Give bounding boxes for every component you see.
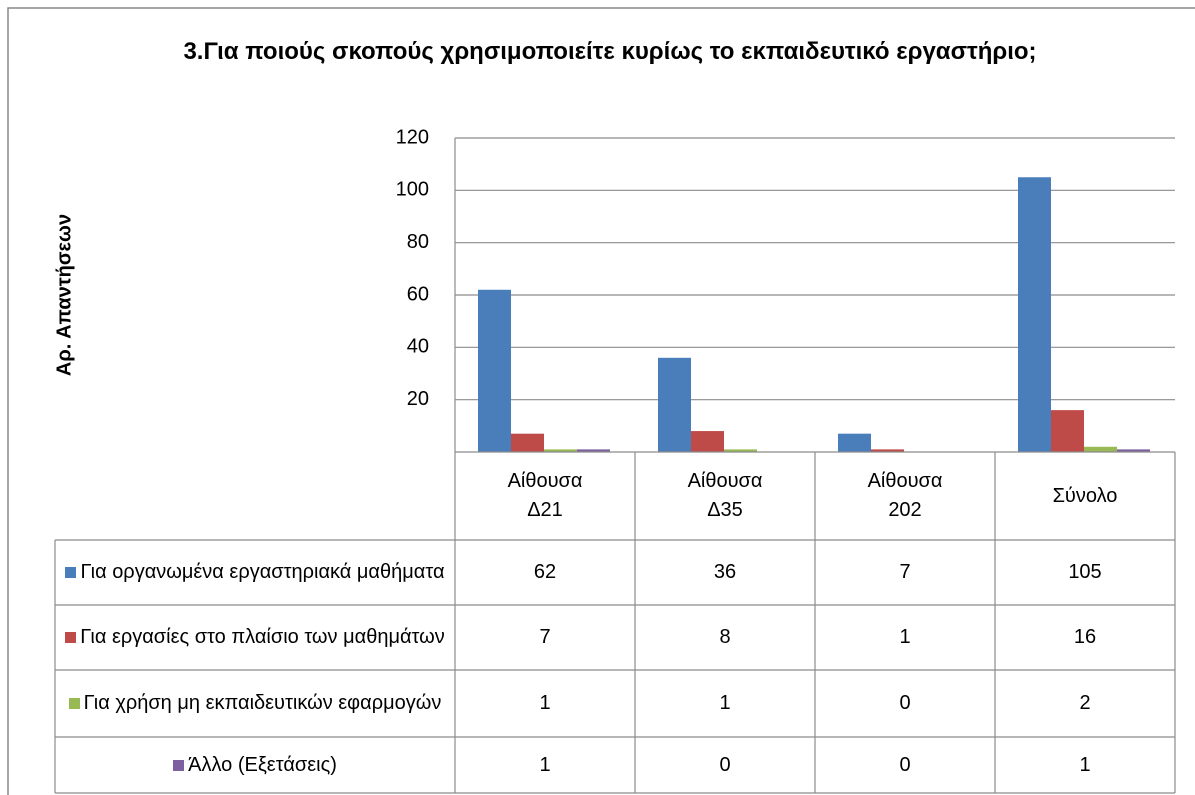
bar (1018, 177, 1051, 452)
bar (1051, 410, 1084, 452)
y-tick-label: 120 (396, 126, 429, 148)
y-tick-label: 60 (407, 283, 429, 305)
table-value: 1 (635, 670, 815, 737)
table-value: 1 (455, 737, 635, 793)
table-value: 1 (995, 737, 1175, 793)
legend-entry-text: Άλλο (Εξετάσεις) (188, 753, 337, 776)
x-tick-label: Αίθουσα 202 (815, 452, 995, 540)
bar (577, 449, 610, 452)
bar (658, 357, 691, 452)
table-value: 7 (815, 540, 995, 605)
table-value: 62 (455, 540, 635, 605)
y-tick-label: 20 (407, 388, 429, 410)
y-tick-label: 80 (407, 231, 429, 253)
legend-entry: Για χρήση μη εκπαιδευτικών εφαρμογών (55, 670, 455, 737)
legend-entry: Για οργανωμένα εργαστηριακά μαθήματα (55, 540, 455, 605)
table-value-text: 1 (539, 753, 551, 776)
table-value-text: 62 (533, 561, 557, 583)
bar (691, 431, 724, 452)
x-tick-label: Αίθουσα Δ21 (455, 452, 635, 540)
table-value-text: 105 (1068, 561, 1102, 583)
table-value-text: 0 (899, 692, 911, 714)
table-value: 1 (455, 670, 635, 737)
table-value-text: 8 (719, 626, 731, 648)
legend-entry-text: Για οργανωμένα εργαστηριακά μαθήματα (80, 561, 445, 583)
table-value-text: 1 (899, 626, 911, 648)
table-value: 7 (455, 605, 635, 670)
legend-key (65, 632, 77, 643)
table-value-text: 1 (719, 692, 731, 714)
table-value: 36 (635, 540, 815, 605)
table-value: 105 (995, 540, 1175, 605)
legend-entry-text: Για εργασίες στο πλαίσιο των μαθημάτων (80, 626, 445, 648)
bar (478, 289, 511, 452)
legend-key (173, 759, 185, 771)
bar (724, 449, 757, 452)
bar (1117, 449, 1150, 452)
table-value-text: 1 (539, 692, 551, 714)
table-value: 0 (815, 670, 995, 737)
legend-entry-text: Για χρήση μη εκπαιδευτικών εφαρμογών (83, 692, 442, 714)
table-value-text: 2 (1079, 692, 1091, 714)
x-tick-label: Αίθουσα Δ35 (635, 452, 815, 540)
table-value-text: 16 (1073, 626, 1097, 648)
legend-entry: Για εργασίες στο πλαίσιο των μαθημάτων (55, 605, 455, 670)
bar (511, 433, 544, 452)
legend-key (68, 698, 80, 709)
legend-entry: Άλλο (Εξετάσεις) (55, 737, 455, 793)
x-tick-label: Σύνολο (995, 452, 1175, 540)
table-value-text: 36 (713, 561, 737, 583)
table-value: 0 (635, 737, 815, 793)
x-tick-label-text: Σύνολο (1052, 484, 1118, 507)
bar (1084, 446, 1117, 452)
y-axis-label: Αρ. Απαντήσεων (53, 213, 76, 377)
table-value-text: 0 (719, 753, 731, 776)
table-value: 1 (815, 605, 995, 670)
x-tick-label-text: Αίθουσα Δ35 (687, 470, 763, 521)
table-value-text: 7 (539, 626, 551, 648)
table-value-text: 1 (1079, 753, 1091, 776)
table-value: 16 (995, 605, 1175, 670)
legend-key (65, 567, 77, 578)
bar (544, 449, 577, 452)
table-value-text: 0 (899, 753, 911, 776)
table-value: 8 (635, 605, 815, 670)
table-value: 0 (815, 737, 995, 793)
table-value: 2 (995, 670, 1175, 737)
y-tick-label: 100 (396, 179, 429, 201)
y-tick-label: 40 (407, 336, 429, 358)
chart-title: 3.Για ποιούς σκοπούς χρησιμοποιείτε κυρί… (183, 38, 1037, 65)
bar (838, 433, 871, 452)
x-tick-label-text: Αίθουσα 202 (867, 470, 943, 521)
table-value-text: 7 (899, 561, 911, 583)
x-tick-label-text: Αίθουσα Δ21 (507, 470, 583, 521)
chart-frame (7, 7, 1195, 795)
bar (871, 449, 904, 452)
